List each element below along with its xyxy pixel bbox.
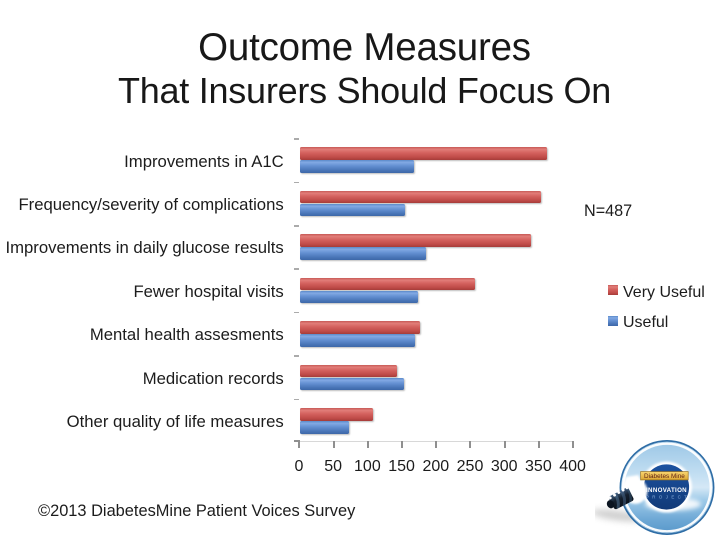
svg-text:INNOVATION: INNOVATION xyxy=(646,487,687,494)
svg-text:P R O J E C T: P R O J E C T xyxy=(646,495,688,500)
svg-text:Diabetes Mine: Diabetes Mine xyxy=(644,473,685,480)
